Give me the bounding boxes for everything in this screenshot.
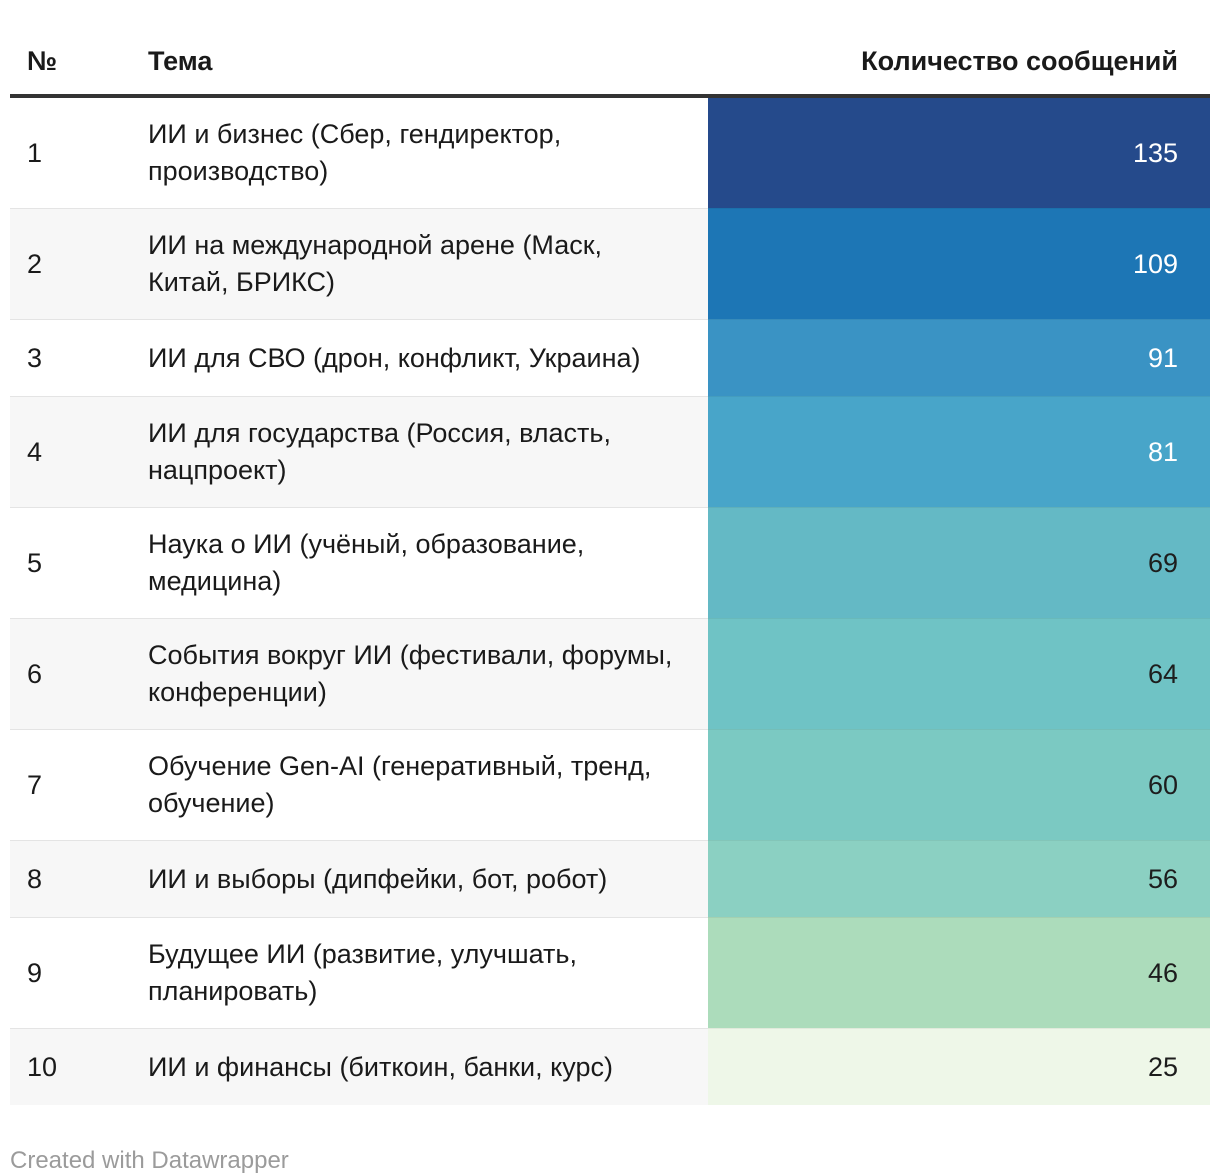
topic-label: События вокруг ИИ (фестивали, форумы, ко… <box>148 640 673 707</box>
table-body: 1 ИИ и бизнес (Сбер, гендиректор, произв… <box>10 98 1210 1105</box>
row-number: 5 <box>27 547 43 578</box>
table-row: 6 События вокруг ИИ (фестивали, форумы, … <box>10 618 1210 729</box>
datawrapper-credit-link[interactable]: Created with Datawrapper <box>10 1147 289 1174</box>
row-number: 6 <box>27 658 43 689</box>
count-heatmap-cell: 135 <box>708 98 1210 208</box>
row-number: 1 <box>27 137 43 168</box>
row-number: 4 <box>27 436 43 467</box>
topic-label: ИИ и бизнес (Сбер, гендиректор, производ… <box>148 119 562 186</box>
row-number: 3 <box>27 342 43 373</box>
count-heatmap-cell: 56 <box>708 840 1210 917</box>
topic-label: ИИ и выборы (дипфейки, бот, робот) <box>148 863 608 894</box>
count-heatmap-cell: 46 <box>708 917 1210 1028</box>
table-row: 8 ИИ и выборы (дипфейки, бот, робот) 56 <box>10 840 1210 917</box>
table-row: 10 ИИ и финансы (биткоин, банки, курс) 2… <box>10 1028 1210 1105</box>
topic-label: ИИ на международной арене (Маск, Китай, … <box>148 230 603 297</box>
column-header-topic: Тема <box>148 46 213 76</box>
row-text-cells: 6 События вокруг ИИ (фестивали, форумы, … <box>10 618 708 729</box>
topic-label: ИИ для СВО (дрон, конфликт, Украина) <box>148 342 641 373</box>
column-header-number: № <box>27 46 58 76</box>
count-value: 25 <box>1147 1051 1178 1082</box>
count-value: 81 <box>1147 436 1178 467</box>
count-value: 135 <box>1132 137 1178 168</box>
table-row: 3 ИИ для СВО (дрон, конфликт, Украина) 9… <box>10 319 1210 396</box>
count-value: 64 <box>1147 658 1178 689</box>
row-text-cells: 1 ИИ и бизнес (Сбер, гендиректор, произв… <box>10 98 708 208</box>
row-text-cells: 2 ИИ на международной арене (Маск, Китай… <box>10 208 708 319</box>
row-text-cells: 8 ИИ и выборы (дипфейки, бот, робот) <box>10 840 708 917</box>
table-row: 5 Наука о ИИ (учёный, образование, медиц… <box>10 507 1210 618</box>
topic-label: ИИ и финансы (биткоин, банки, курс) <box>148 1051 613 1082</box>
count-heatmap-cell: 109 <box>708 208 1210 319</box>
row-text-cells: 9 Будущее ИИ (развитие, улучшать, планир… <box>10 917 708 1028</box>
count-heatmap-cell: 91 <box>708 319 1210 396</box>
row-text-cells: 10 ИИ и финансы (биткоин, банки, курс) <box>10 1028 708 1105</box>
count-heatmap-cell: 69 <box>708 507 1210 618</box>
count-heatmap-cell: 64 <box>708 618 1210 729</box>
topic-label: ИИ для государства (Россия, власть, нацп… <box>148 418 611 485</box>
row-text-cells: 7 Обучение Gen-AI (генеративный, тренд, … <box>10 729 708 840</box>
row-number: 8 <box>27 863 43 894</box>
table-row: 1 ИИ и бизнес (Сбер, гендиректор, произв… <box>10 98 1210 208</box>
table-header-row: № Тема Количество сообщений <box>10 0 1210 98</box>
row-text-cells: 5 Наука о ИИ (учёный, образование, медиц… <box>10 507 708 618</box>
row-number: 10 <box>27 1051 58 1082</box>
count-value: 69 <box>1147 547 1178 578</box>
topic-label: Будущее ИИ (развитие, улучшать, планиров… <box>148 939 577 1006</box>
count-heatmap-cell: 81 <box>708 396 1210 507</box>
table-row: 4 ИИ для государства (Россия, власть, на… <box>10 396 1210 507</box>
row-number: 9 <box>27 957 43 988</box>
count-heatmap-cell: 60 <box>708 729 1210 840</box>
count-value: 60 <box>1147 769 1178 800</box>
row-number: 7 <box>27 769 43 800</box>
topic-label: Обучение Gen-AI (генеративный, тренд, об… <box>148 751 652 818</box>
datawrapper-table-chart: № Тема Количество сообщений 1 ИИ и бизне… <box>10 0 1210 1105</box>
count-value: 91 <box>1147 342 1178 373</box>
count-value: 56 <box>1147 863 1178 894</box>
table-row: 7 Обучение Gen-AI (генеративный, тренд, … <box>10 729 1210 840</box>
row-text-cells: 3 ИИ для СВО (дрон, конфликт, Украина) <box>10 319 708 396</box>
row-number: 2 <box>27 248 43 279</box>
count-value: 46 <box>1147 957 1178 988</box>
table-row: 2 ИИ на международной арене (Маск, Китай… <box>10 208 1210 319</box>
count-value: 109 <box>1132 248 1178 279</box>
row-text-cells: 4 ИИ для государства (Россия, власть, на… <box>10 396 708 507</box>
count-heatmap-cell: 25 <box>708 1028 1210 1105</box>
table-row: 9 Будущее ИИ (развитие, улучшать, планир… <box>10 917 1210 1028</box>
column-header-count: Количество сообщений <box>861 46 1178 76</box>
topic-label: Наука о ИИ (учёный, образование, медицин… <box>148 529 585 596</box>
